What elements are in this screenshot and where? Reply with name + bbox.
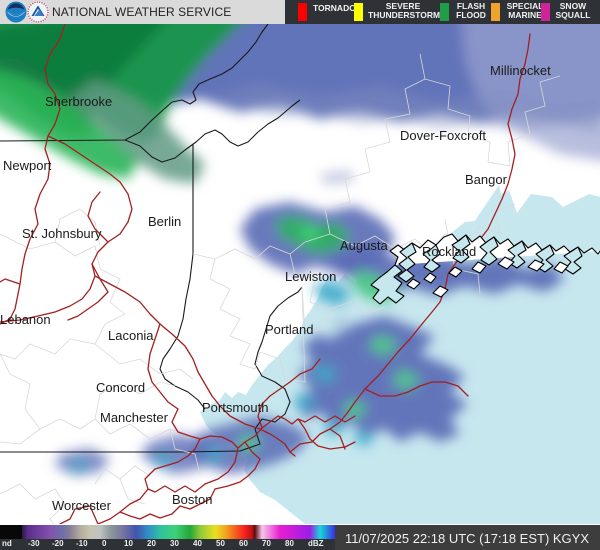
svg-text:Augusta: Augusta [340,238,388,253]
svg-text:Berlin: Berlin [148,214,181,229]
svg-text:St. Johnsbury: St. Johnsbury [22,226,102,241]
svg-text:Boston: Boston [172,492,212,507]
svg-text:Worcester: Worcester [52,498,112,513]
svg-text:Manchester: Manchester [100,410,169,425]
svg-text:Dover-Foxcroft: Dover-Foxcroft [400,128,486,143]
svg-text:Portsmouth: Portsmouth [202,400,268,415]
svg-text:Newport: Newport [3,158,52,173]
svg-text:Portland: Portland [265,322,313,337]
svg-text:Laconia: Laconia [108,328,154,343]
svg-text:Bangor: Bangor [465,172,508,187]
svg-text:Concord: Concord [96,380,145,395]
svg-text:Rockland: Rockland [422,244,476,259]
svg-text:Lebanon: Lebanon [0,312,51,327]
svg-text:Millinocket: Millinocket [490,63,551,78]
svg-text:Lewiston: Lewiston [285,269,336,284]
svg-text:Sherbrooke: Sherbrooke [45,94,112,109]
